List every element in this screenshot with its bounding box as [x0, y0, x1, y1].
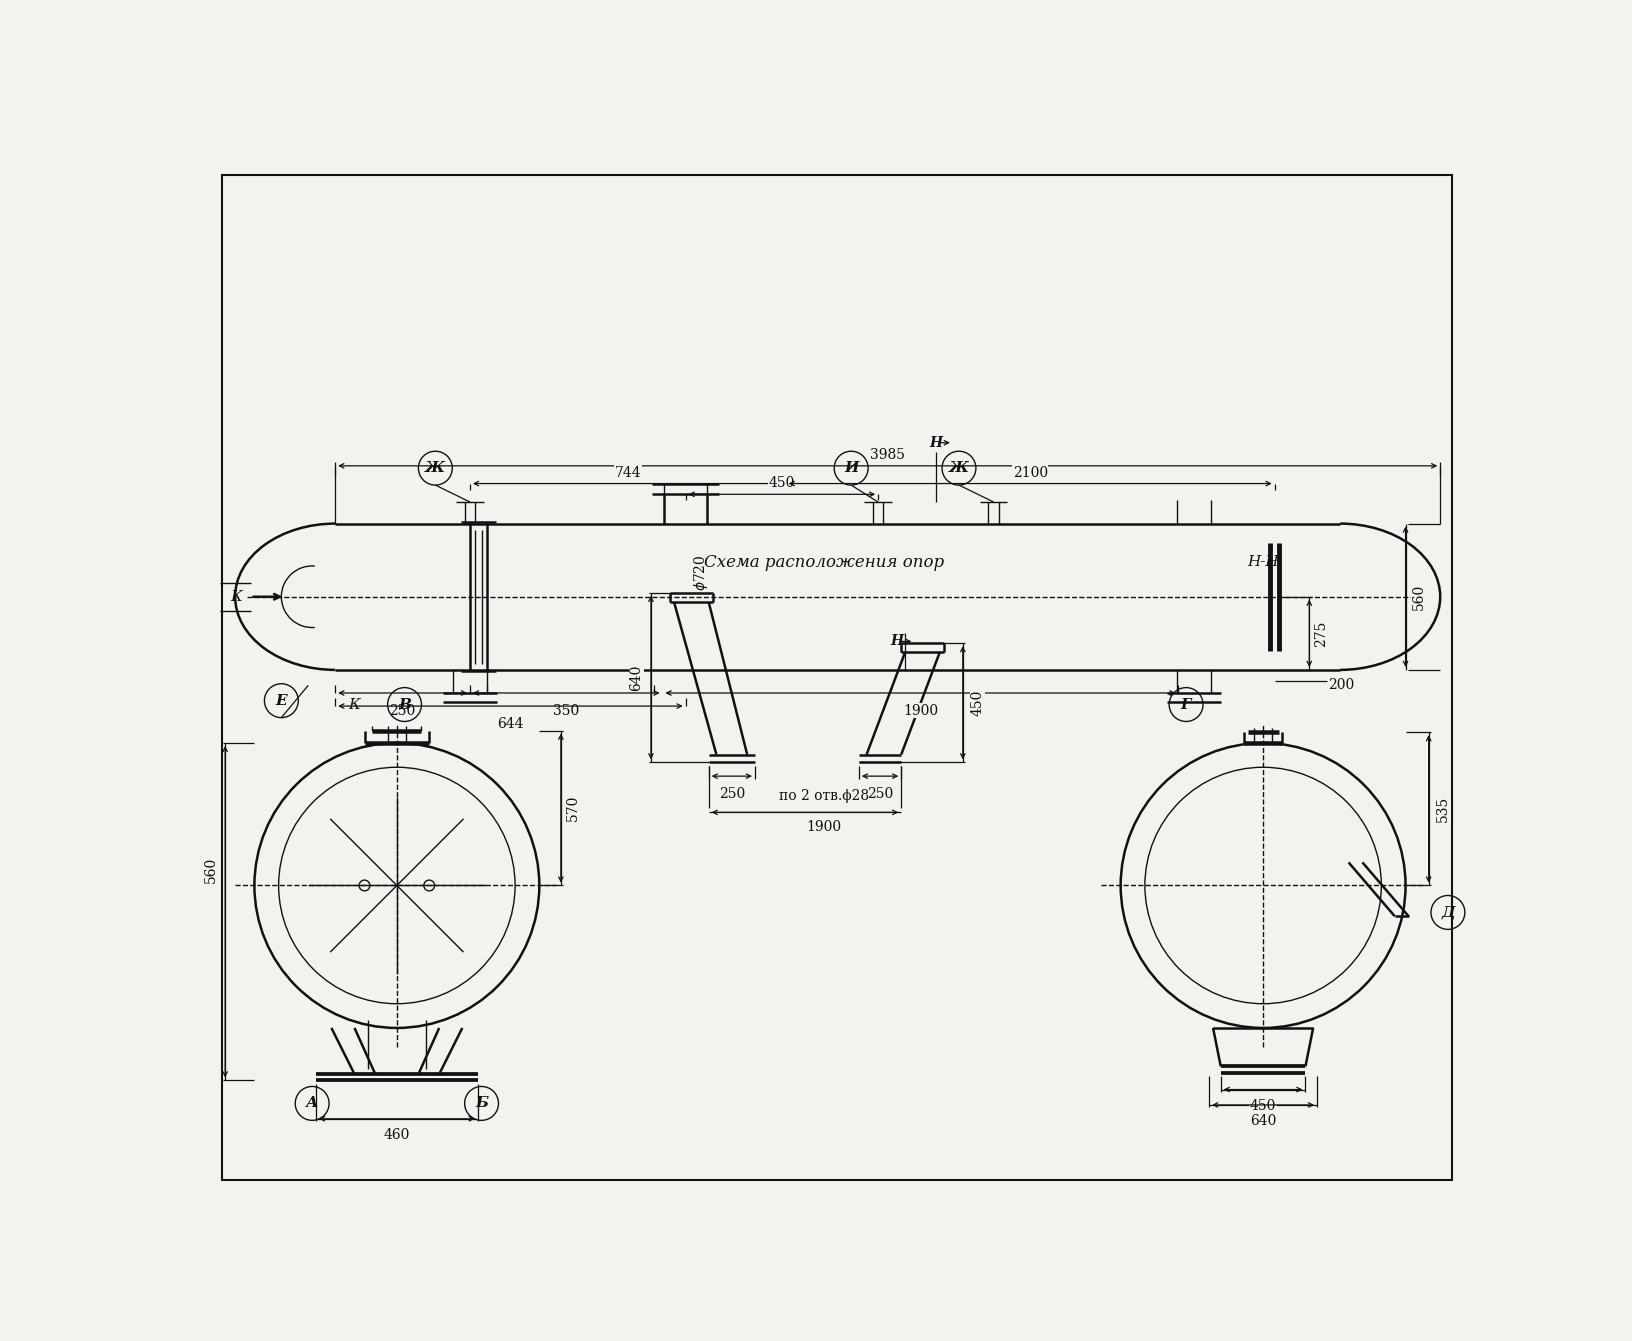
Text: 640: 640 — [628, 664, 643, 691]
Text: Ж: Ж — [424, 461, 446, 475]
Text: Н: Н — [929, 436, 942, 449]
Text: Н-Н: Н-Н — [1247, 555, 1278, 569]
Text: Ж: Ж — [948, 461, 968, 475]
Text: Н: Н — [889, 634, 904, 649]
Text: Г: Г — [1180, 697, 1191, 712]
Text: Б: Б — [475, 1097, 488, 1110]
Text: Д: Д — [1441, 905, 1454, 920]
Text: И: И — [844, 461, 858, 475]
Text: Е: Е — [276, 693, 287, 708]
Text: 460: 460 — [384, 1128, 410, 1143]
Text: 250: 250 — [718, 787, 744, 801]
Text: 560: 560 — [1410, 583, 1425, 610]
Text: 275: 275 — [1314, 620, 1327, 646]
Text: 350: 350 — [553, 704, 579, 717]
Text: 200: 200 — [1328, 679, 1355, 692]
Text: 1900: 1900 — [902, 704, 937, 717]
Text: А: А — [305, 1097, 318, 1110]
Text: $\phi$720: $\phi$720 — [692, 554, 710, 590]
Text: 250: 250 — [867, 787, 893, 801]
Text: 644: 644 — [496, 717, 524, 731]
Text: 560: 560 — [204, 857, 217, 884]
Text: В: В — [398, 697, 411, 712]
Text: 640: 640 — [1248, 1114, 1276, 1128]
Text: 250: 250 — [390, 704, 416, 717]
Text: 1900: 1900 — [806, 821, 840, 834]
Text: 450: 450 — [1248, 1098, 1276, 1113]
Text: 535: 535 — [1436, 795, 1449, 822]
Text: К: К — [230, 590, 242, 603]
Text: 450: 450 — [969, 689, 984, 716]
Text: К: К — [348, 697, 361, 712]
Text: 2100: 2100 — [1012, 465, 1048, 480]
Text: Схема расположения опор: Схема расположения опор — [703, 554, 943, 570]
Text: 570: 570 — [566, 795, 579, 821]
Text: 3985: 3985 — [870, 448, 904, 463]
Text: 744: 744 — [614, 465, 641, 480]
Text: 450: 450 — [769, 476, 795, 491]
Text: по 2 отв.ϕ28: по 2 отв.ϕ28 — [778, 790, 868, 803]
